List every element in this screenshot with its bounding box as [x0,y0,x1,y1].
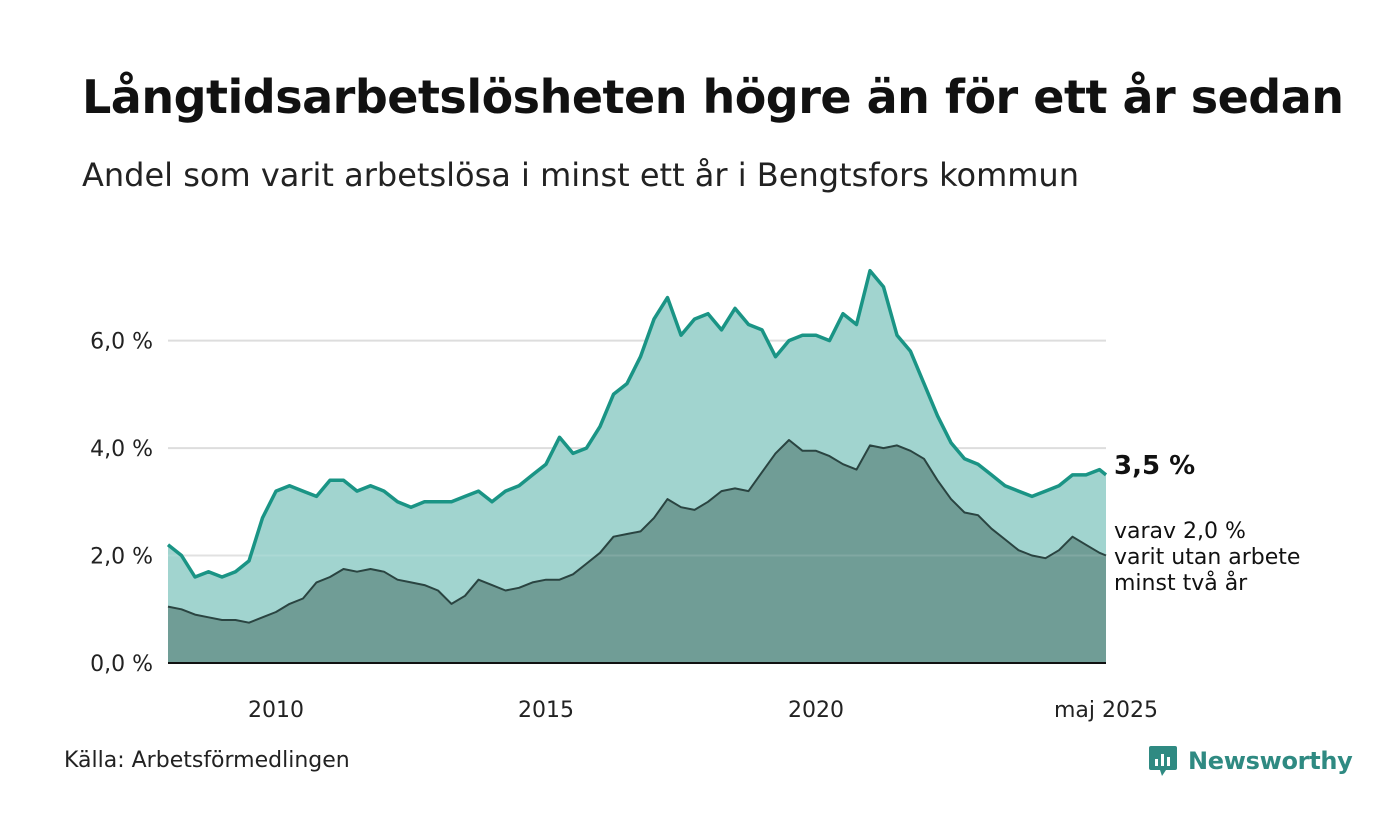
chart-subtitle: Andel som varit arbetslösa i minst ett å… [82,156,1079,194]
long-term-area [168,440,1106,663]
axis-labels: 0,0 % 2,0 % 4,0 % 6,0 % 2010 2015 2020 maj 2025 [90,330,1158,723]
y-tick-label: 0,0 % [90,652,153,677]
chart-areas [166,268,1108,664]
y-tick-label: 6,0 % [90,330,153,355]
y-tick-label: 2,0 % [90,545,153,570]
x-tick-label: maj 2025 [1054,698,1158,723]
total-line [166,268,1108,579]
long-term-end-label: minst två år [1114,570,1248,596]
long-term-end-label: varav 2,0 % [1114,519,1246,544]
newsworthy-icon [1149,746,1177,776]
long-term-line [167,439,1107,624]
brand-name: Newsworthy [1188,747,1353,775]
y-tick-label: 4,0 % [90,437,153,462]
x-tick-label: 2010 [248,698,304,723]
source-note: Källa: Arbetsförmedlingen [64,748,350,773]
x-tick-label: 2020 [788,698,844,723]
x-tick-label: 2015 [518,698,574,723]
chart-title: Långtidsarbetslösheten högre än för ett … [82,70,1344,124]
long-term-end-label: varit utan arbete [1114,545,1300,570]
total-end-label: 3,5 % [1114,451,1195,481]
brand-logo: Newsworthy [1148,744,1353,778]
